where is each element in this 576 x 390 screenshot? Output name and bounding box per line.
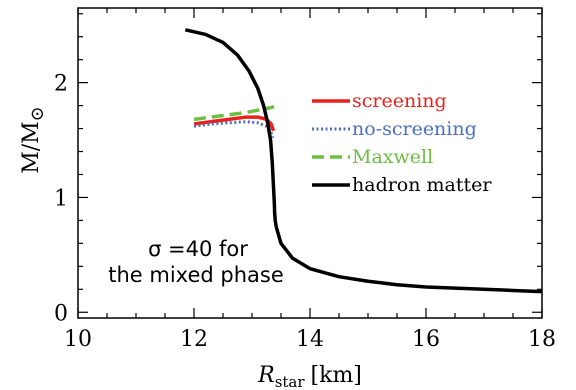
annotation-line-1: σ =40 for (148, 237, 248, 261)
y-tick-label: 2 (54, 72, 68, 97)
x-tick-label: 12 (180, 327, 208, 352)
x-axis-label-sub: star (275, 373, 306, 390)
x-tick-label: 18 (528, 327, 556, 352)
annotation-line-2: the mixed phase (108, 263, 284, 287)
x-tick-label: 10 (64, 327, 92, 352)
axis-ticks (77, 8, 543, 318)
x-tick-label: 14 (296, 327, 324, 352)
legend-label-Maxwell: Maxwell (352, 146, 433, 168)
series-line-screening (193, 115, 276, 132)
y-axis-label-main: M/M (19, 121, 44, 173)
series-line-hadron-matter (184, 28, 543, 294)
x-tick-label: 16 (412, 327, 440, 352)
x-axis-label-unit: [km] (311, 363, 362, 388)
x-axis-label: Rstar [km] (257, 363, 362, 390)
y-tick-label: 0 (54, 301, 68, 326)
y-axis-label-sub: ⊙ (27, 106, 48, 121)
series-line-Maxwell (193, 105, 275, 122)
legend-label-no-screening: no-screening (352, 118, 477, 140)
y-tick-label: 1 (54, 186, 68, 211)
legend-label-hadron-matter: hadron matter (352, 174, 492, 196)
legend-label-screening: screening (352, 90, 447, 112)
x-axis-label-main: R (257, 363, 275, 388)
series-layer (184, 28, 543, 294)
y-axis-label: M/M⊙ (19, 106, 48, 174)
legend: screening no-screening Maxwell hadron matte… (312, 90, 492, 196)
